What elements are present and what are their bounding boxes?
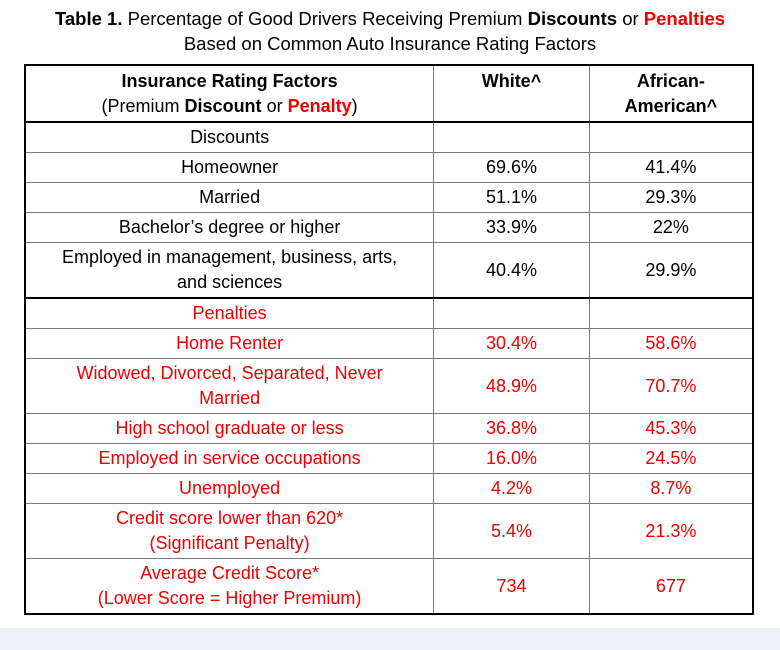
penalties-title-row: Penalties [24,297,754,329]
header-white: White^ [433,64,590,123]
aa-cell: 29.3% [588,182,754,213]
factor-cell: Average Credit Score* (Lower Score = Hig… [24,558,435,615]
white-cell: 36.8% [433,413,590,444]
header-factor-line2: (Premium Discount or Penalty) [30,94,429,119]
header-aa-line2: American^ [624,96,718,116]
factor-cell: Employed in management, business, arts, … [24,242,435,299]
aa-cell: 22% [588,212,754,243]
header-factor-line1: Insurance Rating Factors [121,71,338,91]
factor-cell: Home Renter [24,328,435,359]
factor-line1: Average Credit Score* [140,563,319,583]
table-cell-empty [588,297,754,329]
factor-line2: Married [199,388,261,408]
white-cell: 4.2% [433,473,590,504]
header-factor-penalty: Penalty [287,96,352,116]
penalties-title: Penalties [24,297,435,329]
discounts-title-row: Discounts [24,121,754,153]
table-row: Credit score lower than 620* (Significan… [24,503,754,559]
factor-cell: Bachelor’s degree or higher [24,212,435,243]
table-row: High school graduate or less 36.8% 45.3% [24,413,754,444]
factor-cell: Married [24,182,435,213]
table-row: Employed in management, business, arts, … [24,242,754,299]
factor-line1: Widowed, Divorced, Separated, Never [76,363,383,383]
factor-cell: Unemployed [24,473,435,504]
factor-cell: Homeowner [24,152,435,183]
factor-cell: Credit score lower than 620* (Significan… [24,503,435,559]
caption-penalties-word: Penalties [643,8,726,29]
header-aa-line1: African- [636,71,705,91]
factor-cell: High school graduate or less [24,413,435,444]
caption-text: Percentage of Good Drivers Receiving Pre… [127,8,523,29]
aa-cell: 29.9% [588,242,754,299]
factor-cell: Employed in service occupations [24,443,435,474]
white-cell: 40.4% [433,242,590,299]
rating-factors-table: Insurance Rating Factors (Premium Discou… [24,64,754,615]
aa-cell: 41.4% [588,152,754,183]
white-cell: 30.4% [433,328,590,359]
white-cell: 48.9% [433,358,590,414]
factor-line2: (Significant Penalty) [149,533,310,553]
table-row: Home Renter 30.4% 58.6% [24,328,754,359]
aa-cell: 677 [588,558,754,615]
white-cell: 5.4% [433,503,590,559]
aa-cell: 58.6% [588,328,754,359]
table-cell-empty [433,121,590,153]
table-row: Bachelor’s degree or higher 33.9% 22% [24,212,754,243]
header-african-american: African- American^ [588,64,754,123]
aa-cell: 45.3% [588,413,754,444]
white-cell: 69.6% [433,152,590,183]
factor-line1: Employed in management, business, arts, [62,247,398,267]
caption-line-1: Table 1. Percentage of Good Drivers Rece… [0,6,780,31]
table-row: Average Credit Score* (Lower Score = Hig… [24,558,754,615]
caption-label: Table 1. [54,8,123,29]
aa-cell: 70.7% [588,358,754,414]
header-row: Insurance Rating Factors (Premium Discou… [24,64,754,123]
header-factor-or: or [266,96,283,116]
aa-cell: 8.7% [588,473,754,504]
table-row: Employed in service occupations 16.0% 24… [24,443,754,474]
table-cell-empty [588,121,754,153]
background-band [0,628,780,650]
white-cell: 16.0% [433,443,590,474]
header-factor-close: ) [351,96,358,116]
table-cell-empty [433,297,590,329]
table-caption: Table 1. Percentage of Good Drivers Rece… [0,6,780,56]
header-factor-open: (Premium [101,96,180,116]
caption-discounts-word: Discounts [527,8,618,29]
white-cell: 51.1% [433,182,590,213]
caption-or-word: or [622,8,639,29]
table-row: Homeowner 69.6% 41.4% [24,152,754,183]
white-cell: 734 [433,558,590,615]
factor-line1: Credit score lower than 620* [116,508,344,528]
aa-cell: 24.5% [588,443,754,474]
table-row: Widowed, Divorced, Separated, Never Marr… [24,358,754,414]
factor-line2: (Lower Score = Higher Premium) [97,588,362,608]
factor-line2: and sciences [177,272,283,292]
header-white-label: White^ [481,71,542,91]
discounts-title: Discounts [24,121,435,153]
caption-line-2: Based on Common Auto Insurance Rating Fa… [183,33,597,54]
table-row: Married 51.1% 29.3% [24,182,754,213]
factor-cell: Widowed, Divorced, Separated, Never Marr… [24,358,435,414]
aa-cell: 21.3% [588,503,754,559]
header-factor: Insurance Rating Factors (Premium Discou… [24,64,435,123]
header-factor-discount: Discount [184,96,262,116]
table-row: Unemployed 4.2% 8.7% [24,473,754,504]
white-cell: 33.9% [433,212,590,243]
